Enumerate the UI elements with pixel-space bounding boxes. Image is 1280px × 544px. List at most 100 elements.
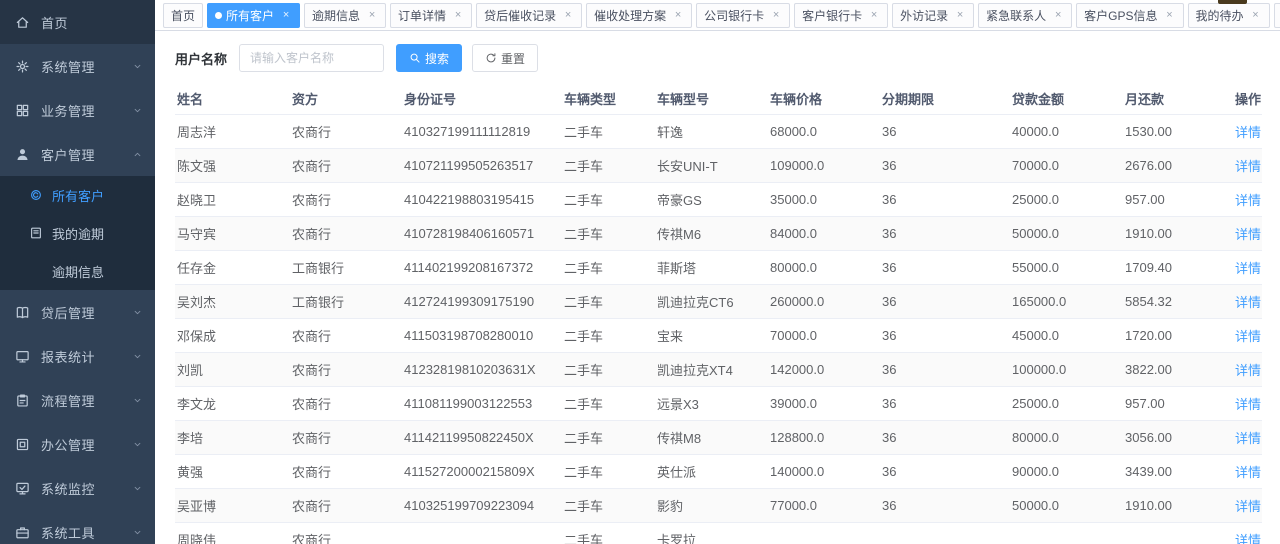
tab[interactable]: 催收处理方案 ×	[586, 2, 693, 28]
table-cell: 410721199505263517	[402, 148, 562, 183]
table-cell: 详情	[1233, 386, 1262, 421]
sidebar-submenu: 所有客户我的逾期 逾期信息	[0, 176, 155, 290]
table-cell: 5854.32	[1123, 284, 1233, 319]
sidebar-item[interactable]: 业务管理	[0, 88, 155, 132]
close-icon[interactable]: ×	[282, 8, 290, 21]
chevron-down-icon	[132, 527, 143, 538]
sidebar-item[interactable]: 系统工具	[0, 510, 155, 544]
table-cell: 128800.0	[768, 420, 880, 455]
tab-label: 公司银行卡	[704, 8, 765, 23]
reset-button[interactable]: 重置	[472, 44, 539, 72]
table-cell: 2676.00	[1123, 148, 1233, 183]
tab[interactable]: 我的待办 ×	[1187, 2, 1270, 28]
sidebar-item-label: 报表统计	[41, 349, 96, 365]
detail-link[interactable]: 详情	[1235, 396, 1262, 412]
table-cell: 详情	[1233, 250, 1262, 285]
table-cell: 农商行	[290, 114, 402, 149]
sidebar-item-label: 客户管理	[41, 147, 96, 163]
table-cell: 二手车	[562, 114, 655, 149]
tab-label: 外访记录	[900, 8, 949, 23]
tab[interactable]: 紧急联系人 ×	[978, 2, 1073, 28]
tab[interactable]: 逾期信息 ×	[304, 2, 387, 28]
detail-link[interactable]: 详情	[1235, 498, 1262, 514]
close-icon[interactable]: ×	[454, 8, 462, 21]
close-icon[interactable]: ×	[1166, 8, 1173, 21]
detail-link[interactable]: 详情	[1235, 328, 1262, 344]
sidebar-item[interactable]: 报表统计	[0, 334, 155, 378]
table-cell: 3056.00	[1123, 420, 1233, 455]
chevron-down-icon	[132, 395, 143, 406]
tab[interactable]: 贷后催收记录 ×	[476, 2, 583, 28]
sidebar-subitem[interactable]: 我的逾期	[0, 214, 155, 252]
sidebar-item[interactable]: 办公管理	[0, 422, 155, 466]
sidebar-item[interactable]: 贷后管理	[0, 290, 155, 334]
tab[interactable]: 客户GPS信息 ×	[1076, 2, 1184, 28]
sidebar-subitem-label: 所有客户	[52, 188, 105, 204]
table-cell: 36	[880, 488, 1010, 523]
column-header: 车辆型号	[655, 84, 768, 115]
table-cell: 工商银行	[290, 284, 402, 319]
sidebar-item[interactable]: 系统管理	[0, 44, 155, 88]
tab[interactable]: 客户银行卡 ×	[794, 2, 889, 28]
detail-link[interactable]: 详情	[1235, 464, 1262, 480]
detail-link[interactable]: 详情	[1235, 294, 1262, 310]
close-icon[interactable]: ×	[1252, 8, 1259, 21]
table-cell	[1010, 522, 1123, 544]
table-cell: 二手车	[562, 420, 655, 455]
table-cell: 二手车	[562, 182, 655, 217]
tab[interactable]: 首页	[163, 2, 204, 28]
tab[interactable]: 公司银行卡 ×	[696, 2, 791, 28]
refresh-icon	[485, 52, 497, 64]
table-cell	[768, 522, 880, 544]
tab[interactable]: 我的流程×	[1273, 2, 1280, 28]
customer-name-input[interactable]	[239, 44, 385, 72]
detail-link[interactable]: 详情	[1235, 158, 1262, 174]
table-header-row: 姓名 资方 身份证号 车辆类型 车辆型号 车辆价格 分期期限 贷款金额 月还款 操作	[175, 84, 1262, 115]
close-icon[interactable]: ×	[674, 8, 682, 21]
table-cell: 36	[880, 454, 1010, 489]
table-cell: 36	[880, 284, 1010, 319]
detail-link[interactable]: 详情	[1235, 362, 1262, 378]
table-cell: 70000.0	[1010, 148, 1123, 183]
close-icon[interactable]: ×	[870, 8, 878, 21]
detail-link[interactable]: 详情	[1235, 124, 1262, 140]
close-icon[interactable]: ×	[368, 8, 376, 21]
tab[interactable]: 订单详情 ×	[390, 2, 473, 28]
table-cell: 黄强	[175, 454, 290, 489]
table-cell: 411402199208167372	[402, 250, 562, 285]
table-cell: 详情	[1233, 216, 1262, 251]
table-body: 周志洋 农商行 410327199111112819 二手车 轩逸 68000.0 36 40…	[175, 114, 1262, 544]
monitor-icon	[15, 481, 30, 496]
close-icon[interactable]: ×	[772, 8, 780, 21]
sidebar-item[interactable]: 客户管理	[0, 132, 155, 176]
tab[interactable]: 所有客户 ×	[207, 2, 301, 28]
detail-link[interactable]: 详情	[1235, 532, 1262, 544]
table-row: 黄强 农商行 41152720000215809X 二手车 英仕派 140000.0 36 9…	[175, 454, 1262, 489]
sidebar-item[interactable]: 流程管理	[0, 378, 155, 422]
chevron-down-icon	[132, 351, 143, 362]
table-cell: 1720.00	[1123, 318, 1233, 353]
table-cell: 刘凯	[175, 352, 290, 387]
close-icon[interactable]: ×	[564, 8, 572, 21]
sidebar-subitem[interactable]: 所有客户	[0, 176, 155, 214]
sidebar-item[interactable]: 首页	[0, 0, 155, 44]
sidebar-subitem[interactable]: 逾期信息	[0, 252, 155, 290]
tab-label: 紧急联系人	[986, 8, 1047, 23]
table-cell: 详情	[1233, 114, 1262, 149]
sidebar-item[interactable]: 系统监控	[0, 466, 155, 510]
detail-link[interactable]: 详情	[1235, 226, 1262, 242]
search-button[interactable]: 搜索	[396, 44, 463, 72]
detail-link[interactable]: 详情	[1235, 192, 1262, 208]
table-cell	[1123, 522, 1233, 544]
detail-link[interactable]: 详情	[1235, 430, 1262, 446]
table-cell: 农商行	[290, 488, 402, 523]
table-cell: 宝来	[655, 318, 768, 353]
tools-icon	[15, 525, 30, 540]
table-cell: 100000.0	[1010, 352, 1123, 387]
detail-link[interactable]: 详情	[1235, 260, 1262, 276]
table-cell: 40000.0	[1010, 114, 1123, 149]
close-icon[interactable]: ×	[956, 8, 964, 21]
table-cell: 传祺M6	[655, 216, 768, 251]
close-icon[interactable]: ×	[1054, 8, 1062, 21]
tab[interactable]: 外访记录 ×	[892, 2, 975, 28]
